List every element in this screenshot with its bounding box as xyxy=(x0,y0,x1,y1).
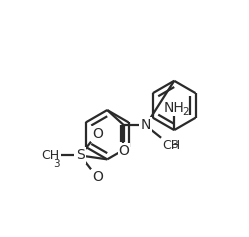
Text: N: N xyxy=(140,118,151,132)
Text: 3: 3 xyxy=(171,140,178,150)
Text: CH: CH xyxy=(41,149,60,162)
Text: 3: 3 xyxy=(53,159,60,169)
Text: CH: CH xyxy=(162,139,180,151)
Text: O: O xyxy=(119,144,129,158)
Text: S: S xyxy=(76,149,85,163)
Text: NH: NH xyxy=(164,101,185,115)
Text: 2: 2 xyxy=(182,107,188,117)
Text: O: O xyxy=(92,127,103,141)
Text: O: O xyxy=(92,170,103,184)
